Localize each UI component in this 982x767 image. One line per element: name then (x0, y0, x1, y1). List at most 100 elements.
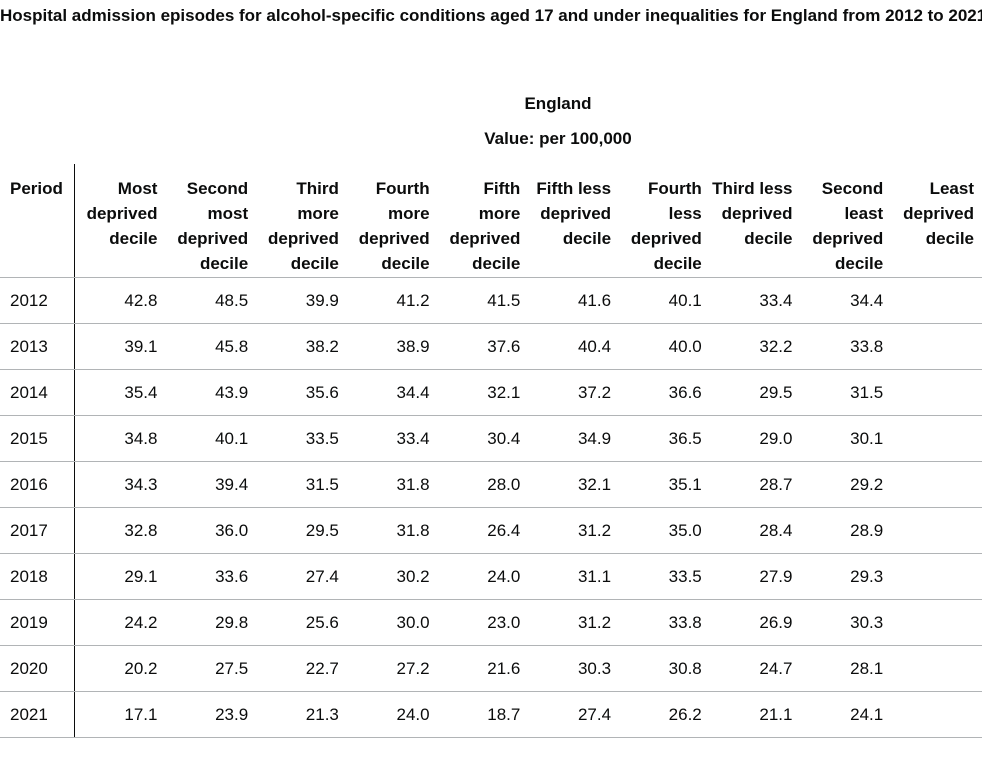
column-header-decile: Third less deprived decile (709, 164, 801, 278)
value-cell: 33.5 (256, 415, 347, 462)
value-cell: 33.4 (346, 415, 438, 462)
table-row: 2013 39.1 45.8 38.2 38.9 37.6 40.4 40.0 32.2 33.8 (0, 323, 982, 370)
value-cell (891, 691, 982, 738)
value-cell: 26.2 (619, 691, 710, 738)
value-cell: 33.6 (165, 553, 257, 600)
value-cell: 30.1 (800, 415, 892, 462)
value-cell: 40.0 (619, 323, 710, 370)
page-title: Hospital admission episodes for alcohol-… (0, 6, 982, 25)
value-cell: 34.4 (346, 369, 438, 416)
value-cell: 39.9 (256, 277, 347, 324)
value-cell: 31.8 (346, 507, 438, 554)
value-cell: 26.9 (709, 599, 801, 646)
value-cell: 27.5 (165, 645, 257, 692)
value-cell: 31.8 (346, 461, 438, 508)
column-header-decile: Third more deprived decile (256, 164, 347, 278)
value-cell: 34.9 (528, 415, 620, 462)
value-cell: 29.3 (800, 553, 892, 600)
column-header-decile: Fourth less deprived decile (619, 164, 710, 278)
value-cell (891, 461, 982, 508)
value-cell: 34.3 (74, 461, 166, 508)
period-cell: 2016 (0, 461, 76, 508)
period-cell: 2019 (0, 599, 76, 646)
value-unit-note: Value: per 100,000 (484, 129, 632, 148)
value-cell (891, 277, 982, 324)
value-cell: 24.0 (346, 691, 438, 738)
table-row: 2016 34.3 39.4 31.5 31.8 28.0 32.1 35.1 28.7 29.2 (0, 461, 982, 508)
value-cell: 31.2 (528, 507, 620, 554)
table-row: 2018 29.1 33.6 27.4 30.2 24.0 31.1 33.5 27.9 29.3 (0, 553, 982, 600)
value-cell: 21.1 (709, 691, 801, 738)
value-cell: 29.5 (256, 507, 347, 554)
table-row: 2021 17.1 23.9 21.3 24.0 18.7 27.4 26.2 21.1 24.1 (0, 691, 982, 738)
value-cell: 23.9 (165, 691, 257, 738)
column-header-decile: Second least deprived decile (800, 164, 892, 278)
value-cell: 28.0 (437, 461, 529, 508)
value-cell: 39.1 (74, 323, 166, 370)
value-cell: 35.1 (619, 461, 710, 508)
value-cell: 26.4 (437, 507, 529, 554)
value-cell: 45.8 (165, 323, 257, 370)
value-cell: 36.5 (619, 415, 710, 462)
value-cell: 31.1 (528, 553, 620, 600)
value-cell: 35.4 (74, 369, 166, 416)
value-cell: 32.1 (528, 461, 620, 508)
period-cell: 2018 (0, 553, 76, 600)
table-row: 2015 34.8 40.1 33.5 33.4 30.4 34.9 36.5 29.0 30.1 (0, 415, 982, 462)
value-cell: 28.7 (709, 461, 801, 508)
value-cell: 41.2 (346, 277, 438, 324)
value-cell: 30.0 (346, 599, 438, 646)
table-body: 2012 42.8 48.5 39.9 41.2 41.5 41.6 40.1 33.4 34.4… (0, 277, 982, 738)
value-cell: 30.8 (619, 645, 710, 692)
value-cell: 29.5 (709, 369, 801, 416)
value-cell: 36.0 (165, 507, 257, 554)
value-cell: 34.8 (74, 415, 166, 462)
value-cell: 41.6 (528, 277, 620, 324)
value-cell: 29.1 (74, 553, 166, 600)
value-cell: 35.0 (619, 507, 710, 554)
value-cell: 28.4 (709, 507, 801, 554)
value-cell: 29.8 (165, 599, 257, 646)
period-cell: 2015 (0, 415, 76, 462)
period-cell: 2020 (0, 645, 76, 692)
value-cell: 34.4 (800, 277, 892, 324)
value-cell: 24.2 (74, 599, 166, 646)
table-row: 2019 24.2 29.8 25.6 30.0 23.0 31.2 33.8 26.9 30.3 (0, 599, 982, 646)
table-row: 2014 35.4 43.9 35.6 34.4 32.1 37.2 36.6 29.5 31.5 (0, 369, 982, 416)
column-header-decile: Fifth more deprived decile (437, 164, 529, 278)
value-cell: 30.3 (528, 645, 620, 692)
value-cell: 33.5 (619, 553, 710, 600)
value-cell: 24.7 (709, 645, 801, 692)
value-cell: 38.2 (256, 323, 347, 370)
value-cell: 32.8 (74, 507, 166, 554)
value-cell: 20.2 (74, 645, 166, 692)
period-cell: 2013 (0, 323, 76, 370)
value-cell: 37.2 (528, 369, 620, 416)
value-cell (891, 323, 982, 370)
value-cell: 33.8 (619, 599, 710, 646)
value-cell (891, 645, 982, 692)
value-cell: 36.6 (619, 369, 710, 416)
value-cell: 27.4 (528, 691, 620, 738)
value-cell: 21.3 (256, 691, 347, 738)
table-row: 2020 20.2 27.5 22.7 27.2 21.6 30.3 30.8 24.7 28.1 (0, 645, 982, 692)
value-cell: 29.2 (800, 461, 892, 508)
value-cell: 27.4 (256, 553, 347, 600)
value-cell: 25.6 (256, 599, 347, 646)
value-cell: 33.4 (709, 277, 801, 324)
value-cell (891, 415, 982, 462)
column-header-decile: Most deprived decile (74, 164, 166, 278)
value-cell: 27.2 (346, 645, 438, 692)
value-cell: 40.1 (619, 277, 710, 324)
table-row: 2012 42.8 48.5 39.9 41.2 41.5 41.6 40.1 33.4 34.4 (0, 277, 982, 324)
value-cell: 18.7 (437, 691, 529, 738)
value-cell: 41.5 (437, 277, 529, 324)
value-cell: 22.7 (256, 645, 347, 692)
value-cell: 43.9 (165, 369, 257, 416)
value-cell: 17.1 (74, 691, 166, 738)
value-cell: 32.2 (709, 323, 801, 370)
table-row: 2017 32.8 36.0 29.5 31.8 26.4 31.2 35.0 28.4 28.9 (0, 507, 982, 554)
value-cell (891, 507, 982, 554)
value-cell: 37.6 (437, 323, 529, 370)
value-cell: 31.5 (800, 369, 892, 416)
